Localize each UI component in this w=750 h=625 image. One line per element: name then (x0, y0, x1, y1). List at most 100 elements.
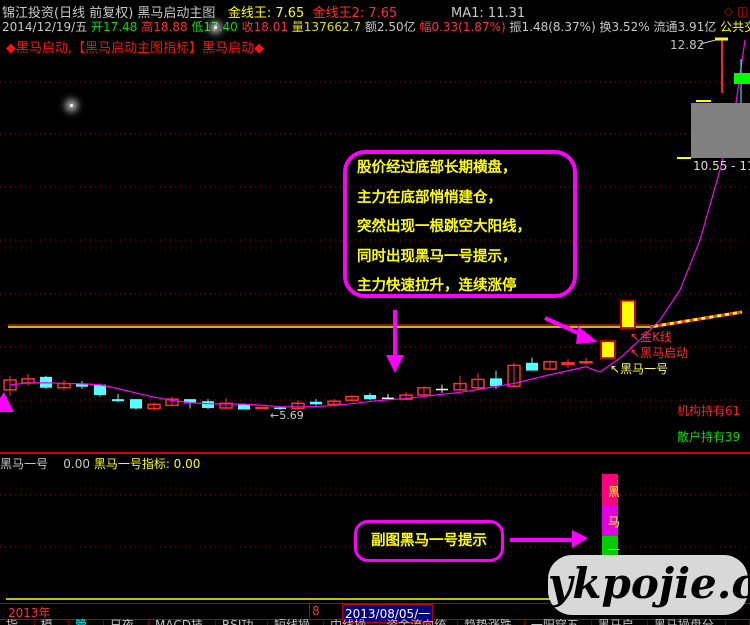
gold-k-candle (620, 299, 636, 330)
gold-k-label: ↖金K线 (630, 330, 672, 344)
signal-bar-green (602, 536, 618, 560)
callout-line: 突然出现一根跳空大阳线， (357, 219, 531, 235)
candle-down (130, 399, 142, 409)
jxw2-value: 金线王2: 7.65 (312, 6, 398, 21)
stock-title: 锦江投资(日线 前复权) 黑马启动主图 (2, 6, 216, 21)
tab-item[interactable]: 管理 (69, 619, 104, 625)
candle-up (543, 361, 557, 370)
hm-one-label: ↖黑马一号 (610, 362, 669, 376)
candle-up (327, 400, 341, 406)
candle-up (255, 406, 269, 410)
tab-item[interactable]: ... (726, 619, 750, 625)
watermark-logo: ykpojie.com (548, 555, 750, 615)
quote-open: 开17.48 (91, 20, 138, 34)
candle-up (579, 361, 593, 364)
down-arrow-head (386, 355, 404, 373)
annotation-callout: 股价经过底部长期横盘， 主力在底部悄悄建仓， 突然出现一根跳空大阳线， 同时出现… (343, 150, 577, 298)
candle-up (507, 364, 521, 387)
tab-item[interactable]: 模板 (35, 619, 70, 625)
sparkle-decoration (214, 26, 217, 29)
bar-char: 马 (608, 515, 621, 529)
signal-bar-magenta (602, 505, 618, 536)
tab-item[interactable]: 短线操盘 (268, 619, 325, 625)
cursor-date: 2013/08/05/一 (342, 604, 434, 623)
quote-date: 2014/12/19/五 (2, 20, 88, 34)
candle-down (436, 388, 448, 391)
quote-sector[interactable]: 公共交通 (720, 20, 750, 34)
hm-start-label: ↖黑马启动 (630, 346, 689, 360)
gold-k-text: 金K线 (640, 330, 672, 344)
callout-line: 主力在底部悄悄建仓， (357, 189, 502, 206)
price-range-box (691, 103, 750, 158)
callout-line: 主力快速拉升，连续涨停 (357, 278, 517, 294)
tab-item[interactable]: 黑马操盘分析 (648, 619, 726, 625)
candle-up (345, 395, 359, 401)
tab-item[interactable]: 指标 (0, 619, 35, 625)
candle-green (734, 73, 750, 84)
candle-down (112, 399, 124, 402)
callout-line: 同时出现黑马一号提示， (357, 248, 517, 265)
candle-down (364, 394, 376, 400)
quote-close: 收18.01 (241, 20, 288, 34)
candle-up (453, 382, 467, 391)
ma1-value: MA1: 11.31 (451, 6, 526, 21)
signal-bar-pink (602, 474, 618, 505)
institution-holding: 机构持有61 (677, 404, 741, 418)
subchart-name[interactable]: 黑马一号 (0, 457, 49, 471)
edge-marker (0, 392, 14, 412)
sub-arrow-head (572, 530, 588, 548)
subchart-indicator: 黑马一号指标: 0.00 (93, 457, 201, 471)
candle-down (490, 378, 502, 387)
ma-line (9, 39, 746, 408)
hm-one-text: 黑马一号 (620, 362, 669, 376)
tab-item[interactable]: 日夜头 (104, 619, 150, 625)
high-arrow (699, 39, 717, 45)
high-price-label: 12.82 (670, 38, 705, 52)
range-label: 10.55 - 11. (693, 159, 750, 173)
tab-item[interactable]: MACD技术 (149, 619, 216, 625)
candle-up (561, 362, 575, 366)
diag-arrow-head (576, 326, 598, 344)
low-price-label: ←5.69 (270, 409, 304, 422)
candle-up (471, 378, 485, 389)
candle-up (219, 402, 233, 409)
quote-high: 高18.88 (141, 20, 188, 34)
candle-up (3, 379, 17, 391)
gold-k-candle (600, 340, 616, 360)
indicator-title: ◆黑马启动,【黑马启动主图指标】黑马启动◆ (6, 41, 265, 56)
quote-volume: 量137662.7 (291, 20, 362, 34)
subchart-header: 黑马一号 0.00 黑马一号指标: 0.00 (0, 455, 200, 472)
subchart-value: 0.00 (63, 457, 90, 471)
subchart-callout: 副图黑马一号提示 (354, 520, 504, 562)
candle-up (291, 402, 305, 410)
candle-up (147, 403, 161, 410)
bar-char: 一 (608, 543, 621, 557)
candle-down (94, 384, 106, 395)
candle-down (76, 383, 88, 387)
candle-down (184, 399, 196, 404)
window-controls[interactable]: ◇ ◫ (724, 4, 749, 18)
quote-change: 幅0.33(1.87%) (419, 20, 506, 34)
candle-down (310, 401, 322, 405)
bar-char: 黑 (608, 485, 621, 499)
candle-up (165, 398, 179, 407)
tab-item[interactable]: 一阳穿五线 (525, 619, 592, 625)
candle-down (526, 362, 538, 371)
hm-start-text: 黑马启动 (640, 346, 689, 360)
jxw-value: 金线王: 7.65 (227, 6, 305, 21)
time-month: 8 (309, 604, 320, 618)
tab-item[interactable]: 黑马启动 (592, 619, 648, 625)
quote-turnover: 换3.52% (599, 20, 650, 34)
time-axis: 2013年 8 2013/08/05/一 (0, 603, 750, 623)
retail-holding: 散户持有39 (677, 430, 741, 444)
candle-down (238, 404, 250, 410)
candle-down (382, 397, 394, 400)
gold-line-rising (649, 310, 743, 329)
tab-item[interactable]: 资金流向统计 (380, 619, 458, 625)
sparkle-decoration (70, 104, 73, 107)
tab-item[interactable]: 趋势涨跌停 (458, 619, 525, 625)
tab-item[interactable]: RSI功能 (216, 619, 268, 625)
tab-item[interactable]: 中线操盘 (324, 619, 381, 625)
